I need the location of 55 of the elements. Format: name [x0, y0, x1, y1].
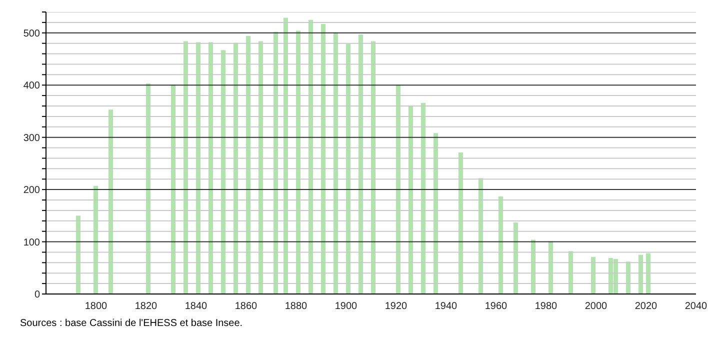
bar: [108, 110, 113, 294]
bar: [308, 20, 313, 294]
bar: [284, 18, 288, 294]
x-tick-label: 1800: [84, 301, 108, 312]
x-tick-label: 1900: [334, 301, 358, 312]
y-tick-label: 500: [23, 28, 40, 40]
x-tick-label: 1820: [134, 301, 158, 312]
bar: [371, 41, 376, 294]
bar: [498, 196, 503, 294]
bar: [458, 152, 463, 294]
bar: [568, 251, 573, 294]
x-tick-label: 1920: [384, 301, 408, 312]
bar: [638, 254, 643, 294]
x-tick-label: 1840: [184, 301, 208, 312]
x-tick-label: 1980: [534, 301, 558, 312]
y-tick-label: 200: [23, 185, 40, 196]
y-tick-label: 400: [23, 80, 40, 92]
x-tick-label: 2020: [634, 301, 658, 312]
x-tick-label: 1960: [484, 301, 508, 312]
x-tick-label: 1940: [434, 301, 458, 312]
bar: [646, 253, 650, 294]
bar: [184, 41, 188, 294]
bar: [514, 222, 518, 294]
bar: [221, 50, 226, 294]
bar: [396, 84, 400, 294]
bar: [591, 256, 596, 294]
y-tick-label: 100: [23, 237, 40, 248]
bar: [94, 186, 98, 294]
bar: [246, 36, 250, 294]
bar: [196, 42, 200, 294]
bar: [421, 102, 426, 294]
bar: [234, 42, 238, 294]
bar: [321, 24, 326, 294]
bar: [76, 216, 80, 294]
bar: [408, 106, 413, 294]
x-tick-label: 1860: [234, 301, 258, 312]
source-note: Sources : base Cassini de l'EHESS et base Insee.: [20, 318, 244, 329]
bar: [296, 30, 300, 294]
bar: [171, 84, 176, 294]
bar: [146, 84, 150, 294]
x-tick-label: 1880: [284, 301, 308, 312]
x-tick-label: 2040: [684, 301, 708, 312]
bar: [274, 32, 278, 294]
bar: [258, 41, 263, 294]
y-tick-label: 300: [23, 132, 40, 144]
bar: [434, 133, 438, 294]
x-tick-label: 2000: [584, 301, 608, 312]
bar: [358, 34, 363, 294]
bar: [346, 44, 350, 294]
bar: [531, 240, 536, 294]
bar: [334, 32, 338, 294]
bar: [208, 42, 213, 294]
bar: [626, 262, 630, 294]
y-tick-label: 0: [34, 290, 40, 301]
bar: [478, 178, 483, 294]
